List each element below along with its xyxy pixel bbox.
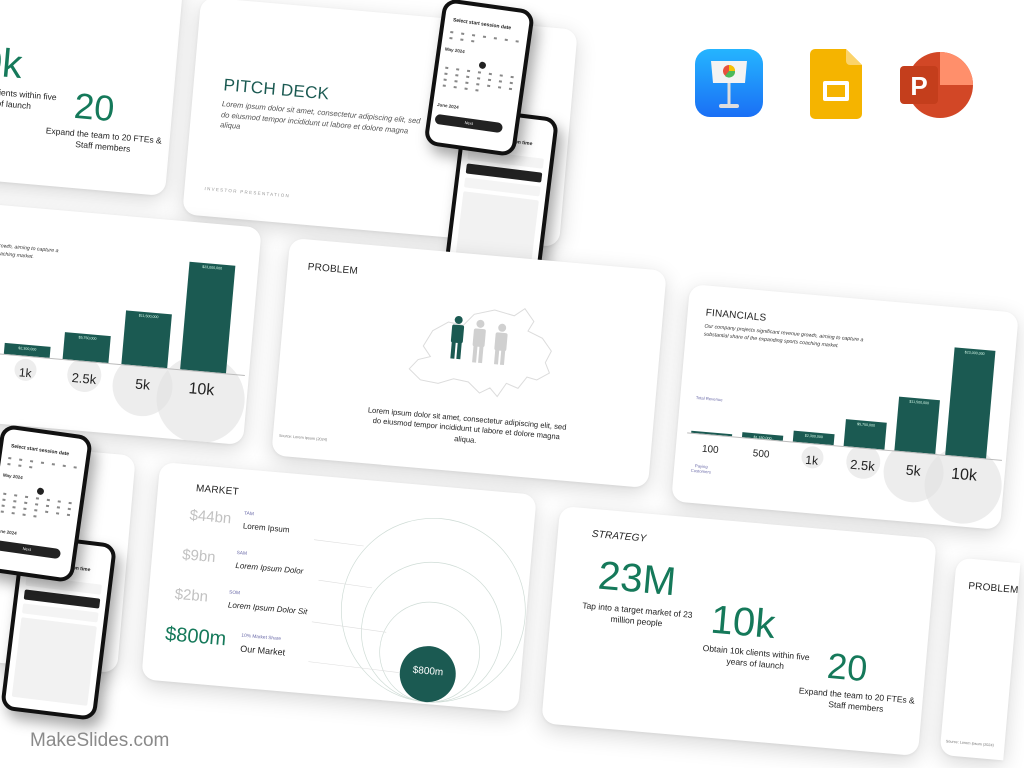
selected-day [36, 487, 45, 496]
revenue-bar: $23,000,000 [180, 261, 236, 374]
google-slides-icon [810, 49, 862, 119]
next-button[interactable]: Next [434, 113, 504, 134]
market-circles [308, 517, 526, 703]
market-value-sam: $9bn [181, 546, 217, 567]
svg-text:P: P [910, 71, 927, 101]
source-note: Source: Lorem Ipsum (2024) [278, 433, 328, 442]
our-market-circle [399, 646, 456, 703]
revenue-bar: $5,750,000 [843, 419, 887, 450]
slide-body: Lorem ipsum dolor sit amet, consectetur … [219, 99, 421, 136]
stat-value: 20 [825, 644, 870, 690]
bar-data-label: $2,300,000 [18, 346, 37, 352]
market-tag: SAM [236, 550, 248, 557]
market-value-tam: $44bn [188, 506, 232, 528]
category-tick-label: 1k [804, 452, 819, 468]
slide-problem[interactable]: PROBLEM Lorem ipsum dolor sit amet, cons… [271, 237, 667, 489]
map-outline-icon [408, 307, 552, 398]
stat-desc: Tap into a target market of 23 million p… [581, 600, 693, 628]
market-tag: SOM [228, 590, 241, 597]
stat-value: 10k [0, 37, 25, 88]
market-tag: TAM [243, 511, 254, 518]
bar-data-label: $2,300,000 [804, 433, 823, 440]
phone-title: Select start session date [452, 17, 512, 32]
slide-footer: INVESTOR PRESENTATION [204, 185, 291, 199]
slide-strategy-partial[interactable]: STRATEGY 23M Tap into a target market of… [0, 0, 184, 197]
bar-data-label: $11,500,000 [909, 399, 930, 406]
stat-desc: Obtain 10k clients within five years of … [0, 83, 58, 111]
category-tick-label: 1k [18, 365, 33, 381]
month-label: June 2024 [436, 101, 460, 110]
stat-desc: Obtain 10k clients within five years of … [702, 642, 811, 671]
bar-data-label: $23,000,000 [964, 350, 985, 356]
category-tick-label: 100 [701, 443, 720, 457]
bar-data-label: $23,000,000 [201, 264, 223, 271]
category-tick-label: 2.5k [71, 369, 97, 388]
bar-data-label: $5,750,000 [856, 422, 876, 428]
calendar-grid [446, 31, 521, 49]
source-note: Source: Lorem Ipsum (2024) [945, 739, 995, 748]
selected-day [478, 61, 487, 70]
stat-desc: Expand the team to 20 FTEs & Staff membe… [45, 125, 163, 154]
slide-title: PROBLEM [967, 580, 1019, 597]
slide-strategy[interactable]: STRATEGY 23M Tap into a target market of… [541, 505, 937, 757]
revenue-bar-chart: 100$1,150,000500$2,300,0001k$5,750,0002.… [0, 195, 262, 446]
month-label: May 2024 [2, 472, 24, 481]
category-tick-label: 500 [752, 448, 770, 461]
keynote-icon [695, 49, 763, 117]
stat-value: 10k [708, 597, 778, 648]
calendar-grid [0, 492, 75, 522]
slide-title: PROBLEM [307, 261, 359, 277]
revenue-bar: $11,500,000 [894, 396, 940, 455]
stat-value: 20 [72, 84, 117, 130]
revenue-bar: $11,500,000 [121, 310, 172, 369]
market-value-som: $2bn [174, 585, 209, 606]
powerpoint-icon: P [900, 52, 973, 118]
month-label: June 2024 [0, 527, 18, 536]
slide-pitch-deck[interactable]: PITCH DECK Lorem ipsum dolor sit amet, c… [182, 0, 578, 295]
revenue-bar: $23,000,000 [945, 347, 996, 459]
category-tick-label: 10k [950, 465, 978, 485]
bar-data-label: $11,500,000 [138, 313, 159, 320]
watermark: MakeSlides.com [30, 730, 170, 751]
slide-market[interactable]: MARKET $800m $44bn TAM Lorem Ipsum $9bn … [141, 461, 537, 713]
calendar-grid [440, 66, 517, 96]
phone-title: Select start session date [10, 443, 70, 458]
bar-data-label: $5,750,000 [78, 335, 97, 341]
slide-financials-partial[interactable]: FINANCIALS Our company projects signific… [0, 194, 262, 446]
slide-pitch-deck-phones[interactable]: PITCH DECK Lorem ipsum dolor sit amet, c… [0, 422, 136, 721]
phone-panel [11, 617, 97, 706]
people-icon [450, 315, 508, 366]
category-tick-label: 10k [187, 380, 216, 400]
month-label: May 2024 [444, 46, 466, 55]
slide-body: Lorem ipsum dolor sit amet, consectetur … [367, 405, 567, 445]
slide-problem-partial[interactable]: PROBLEM Source: Lorem Ipsum (2024) [939, 557, 1021, 761]
category-tick-label: 2.5k [849, 456, 876, 474]
next-button[interactable]: Next [0, 539, 62, 560]
slide-financials[interactable]: FINANCIALS Our company projects signific… [671, 284, 1019, 530]
calendar-grid [4, 457, 79, 475]
revenue-bar: $5,750,000 [62, 332, 111, 364]
stat-desc: Expand the team to 20 FTEs & Staff membe… [798, 685, 916, 714]
stat-value: 23M [596, 553, 678, 605]
slide-title: STRATEGY [591, 528, 647, 545]
